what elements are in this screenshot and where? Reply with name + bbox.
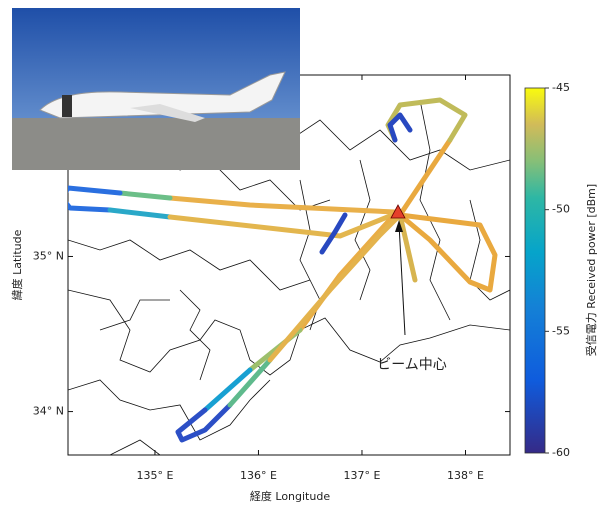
x-tick-label: 135° E	[136, 469, 173, 482]
colorbar-tick-label: -55	[552, 324, 570, 337]
colorbar-scale	[524, 87, 546, 454]
photo-ground	[12, 118, 300, 170]
beam-center-marker	[390, 204, 406, 219]
colorbar-tick-label: -45	[552, 81, 570, 94]
x-tick-label: 136° E	[240, 469, 277, 482]
y-axis-label: 緯度 Latitude	[10, 229, 24, 300]
x-axis-label: 経度 Longitude	[250, 489, 330, 503]
y-tick-label: 34° N	[33, 405, 64, 418]
photo-wing	[130, 104, 205, 122]
x-tick-label: 137° E	[344, 469, 381, 482]
photo-door	[62, 95, 72, 117]
annotation-arrow	[398, 223, 406, 336]
y-tick-label: 35° N	[33, 249, 64, 262]
x-tick-label: 138° E	[447, 469, 484, 482]
annotation: ビーム中心	[377, 357, 447, 373]
colorbar: 受信電力 Received power [dBm] -45 -50 -55 -60	[524, 81, 598, 459]
arrow-head	[395, 220, 403, 232]
photo-jet	[39, 71, 286, 119]
photo	[12, 8, 300, 170]
colorbar-label: 受信電力 Received power [dBm]	[585, 184, 598, 356]
flight-path	[68, 97, 498, 443]
colorbar-tick-label: -50	[552, 203, 570, 216]
colorbar-tick-label: -60	[552, 446, 570, 459]
